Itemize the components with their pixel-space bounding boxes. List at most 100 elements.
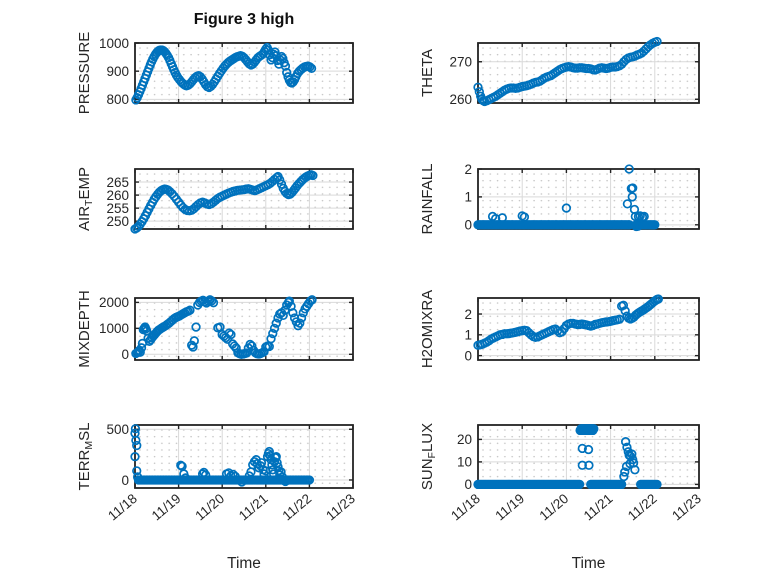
y-tick-label: 1000 [99,36,129,51]
data-point [307,295,317,305]
tick-marks [477,425,700,488]
data-point [561,203,572,213]
y-tick-label: 10 [457,455,472,470]
y-tick-labels: 0 10 20 [457,432,472,492]
y-axis-label: SUNFLUX [419,423,438,490]
minor-grid-dots [137,171,351,227]
y-tick-label: 250 [106,214,129,229]
axes-box [477,42,700,104]
data-point [189,336,199,346]
x-tick-label: 11/20 [537,491,572,524]
y-tick-label: 2 [464,307,472,322]
y-axis-label: TERRMSL [76,423,95,491]
data-point [237,477,247,487]
data-point [185,305,195,315]
subplot-pressure: 800 900 1000 PRESSURE [65,27,367,119]
x-tick-label: 11/18 [448,491,483,524]
data-point [276,179,287,189]
data-point [577,443,587,454]
data-point [630,465,640,475]
data-point [188,342,198,352]
subplot-svg: 0 1 2 RAINFALL [419,162,700,235]
data-point [589,424,599,434]
subplot-svg: 0 500 TERRMSL 11/18 11/19 11/20 11/21 11/22 11/2… [76,422,358,572]
data-point [167,189,177,199]
subplot-theta: 260 270 THETA [408,27,713,119]
y-tick-label: 0 [121,347,129,362]
subplot-air-temp: 250 255 260 265 AIRTEMP [65,153,367,245]
x-tick-label: 11/20 [192,491,227,524]
data-point [280,476,291,487]
data-point [271,452,281,462]
x-tick-label: 11/19 [492,491,527,524]
x-tick-labels: 11/18 11/19 11/20 11/21 11/22 11/23 [448,491,704,524]
data-point [652,479,662,490]
data-point [619,471,629,482]
data-point [296,313,307,323]
y-tick-label: 260 [106,188,129,203]
y-tick-label: 1 [464,328,472,343]
data-point [614,314,625,324]
data-points [130,424,315,487]
y-tick-label: 0 [464,348,472,363]
data-points [473,424,662,490]
y-tick-label: 255 [106,201,129,216]
y-axis-label: THETA [419,49,436,97]
y-tick-label: 1 [464,190,472,205]
data-point [583,444,594,455]
data-point [228,469,238,480]
data-point [132,440,142,451]
data-point [620,306,630,316]
tick-marks [134,169,354,229]
y-axis-label: RAINFALL [419,164,436,235]
data-point [276,467,286,477]
data-point [132,466,142,476]
y-axis-label: MIXDEPTH [76,290,93,368]
x-tick-label: 11/19 [149,491,184,524]
data-point [135,347,145,357]
y-tick-label: 900 [106,64,129,79]
data-points [473,36,662,107]
data-point [272,458,282,468]
data-point [284,296,294,306]
data-points [130,170,318,234]
y-tick-label: 1000 [99,321,129,336]
data-point [269,323,280,334]
subplot-svg: 0 1 2 H2OMIXRA [419,290,700,368]
y-axis-label: AIRTEMP [76,167,95,231]
y-tick-labels: 0 500 [106,422,129,488]
y-tick-label: 265 [106,175,129,190]
axes-box [134,42,354,104]
y-axis-label: H2OMIXRA [419,290,436,368]
data-point [208,298,219,308]
x-tick-label: 11/18 [105,491,140,524]
data-point [584,460,594,470]
data-point [275,175,285,185]
data-point [230,471,240,482]
data-point [203,296,213,306]
data-point [295,318,305,328]
data-point [624,164,634,174]
data-point [628,183,638,193]
data-point [268,328,278,339]
data-point [308,170,318,181]
subplot-h2omixra: 0 1 2 H2OMIXRA [408,282,713,376]
y-tick-label: 260 [449,92,472,107]
x-tick-label: 11/21 [581,491,616,524]
y-tick-labels: 0 1 2 [464,162,472,233]
data-point [265,450,275,461]
data-point [280,61,291,71]
data-point [306,63,317,74]
data-point [136,343,147,353]
subplot-sun-flux: 0 10 20 SUNFLUX 11/18 11/19 11/20 11/21 11/22 11/… [408,409,713,583]
data-point [224,328,234,338]
data-point [271,318,281,328]
y-tick-label: 0 [464,218,472,233]
y-tick-labels: 800 900 1000 [99,36,129,107]
data-point [130,452,140,462]
data-point [200,470,211,480]
subplot-svg: 0 1000 2000 MIXDEPTH [76,290,354,368]
minor-grid-dots [480,427,697,486]
